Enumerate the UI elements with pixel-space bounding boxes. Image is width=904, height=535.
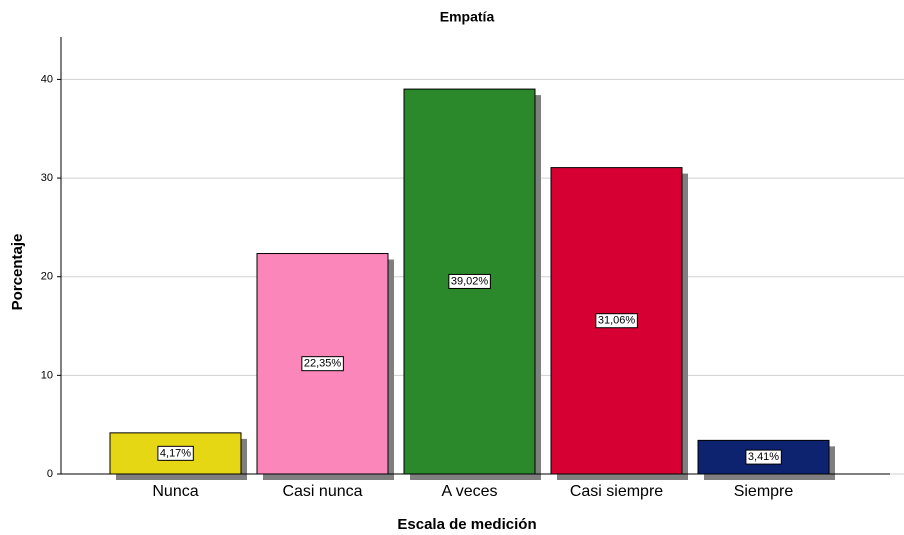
chart-title: Empatía (440, 9, 495, 25)
y-tick-label: 30 (41, 172, 53, 184)
y-axis-label: Porcentaje (9, 234, 26, 311)
value-label-box (745, 449, 782, 465)
y-tick-label: 10 (41, 369, 53, 381)
y-tick-label: 40 (41, 73, 53, 85)
value-label-box (595, 313, 638, 329)
value-label-box (301, 356, 344, 372)
value-label: 31,06% (598, 315, 636, 327)
value-label-box (448, 273, 491, 289)
x-tick-label: Casi siempre (570, 483, 663, 500)
x-tick-label: Siempre (734, 483, 794, 500)
value-label: 4,17% (160, 447, 191, 459)
value-label: 39,02% (451, 275, 489, 287)
value-label: 3,41% (748, 451, 779, 463)
x-tick-label: Casi nunca (282, 483, 362, 500)
y-tick-label: 0 (47, 468, 53, 480)
value-label-box (157, 445, 194, 461)
value-label: 22,35% (304, 358, 342, 370)
x-tick-label: A veces (441, 483, 497, 500)
y-tick-label: 20 (41, 271, 53, 283)
x-axis-label: Escala de medición (397, 516, 536, 533)
x-tick-label: Nunca (152, 483, 198, 500)
